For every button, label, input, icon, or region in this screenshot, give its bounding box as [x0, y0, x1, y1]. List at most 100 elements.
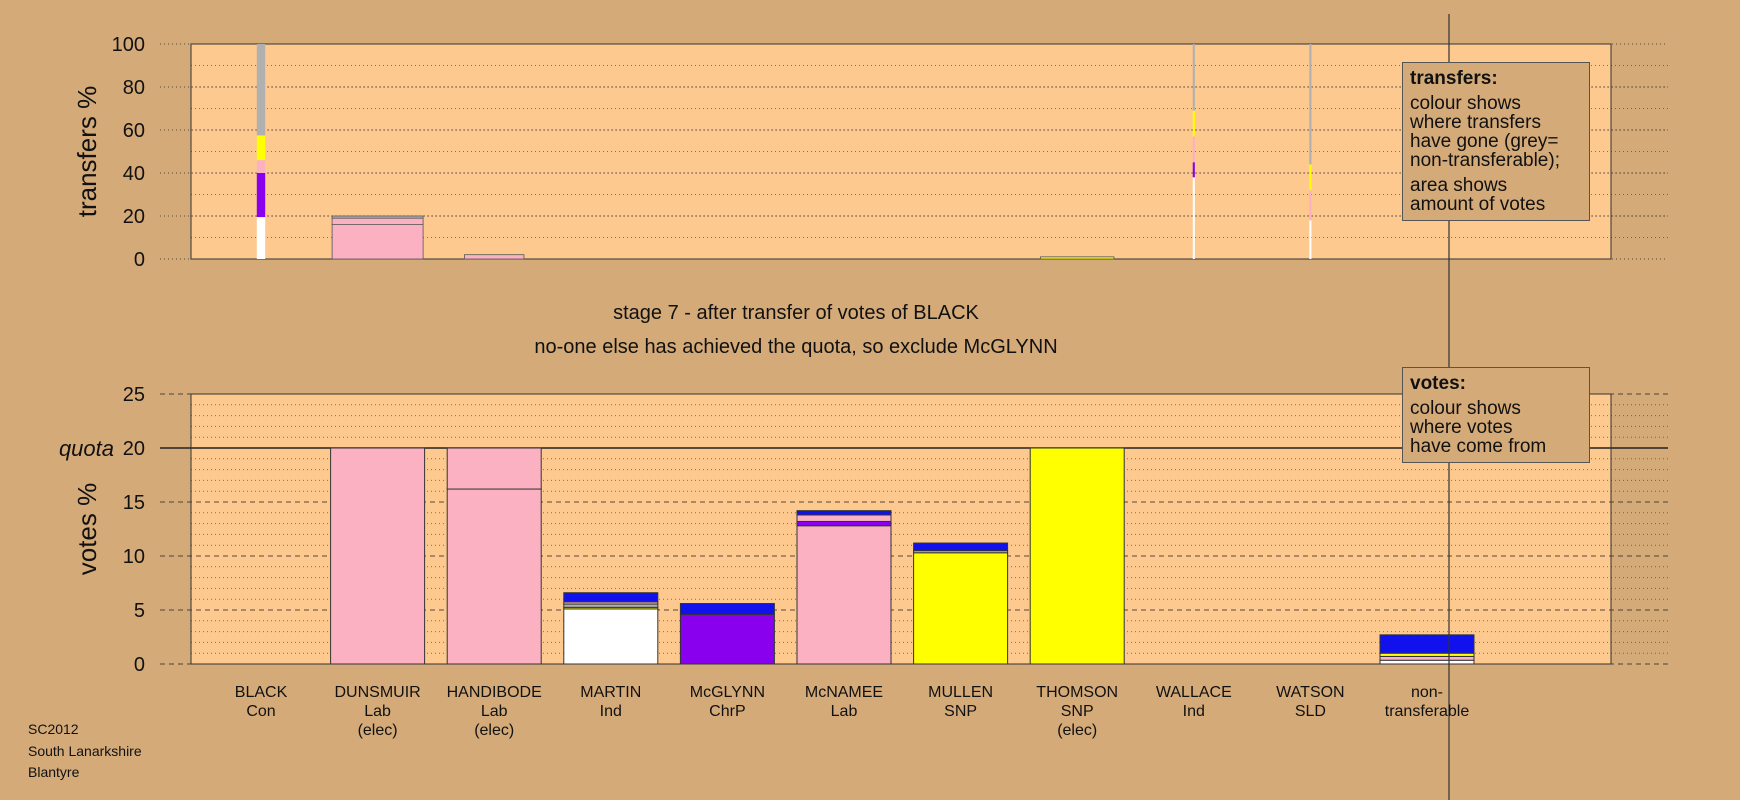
candidate-party-label: SLD: [1295, 703, 1326, 720]
candidate-party-label: ChrP: [709, 703, 745, 720]
stage-title: stage 7 - after transfer of votes of BLA…: [613, 302, 979, 324]
candidate-name-label: DUNSMUIR: [334, 684, 420, 701]
candidate-status-label: (elec): [474, 722, 514, 739]
candidate-status-label: (elec): [358, 722, 398, 739]
candidate-party-label: transferable: [1385, 703, 1470, 720]
vote-segment: [1379, 634, 1475, 654]
legend-line: have come from: [1410, 436, 1547, 457]
transfers-legend-para: area shows amount of votes: [1410, 176, 1582, 214]
vote-segment: [796, 514, 892, 522]
vote-segment: [1379, 655, 1475, 661]
candidate-party-label: Lab: [481, 703, 508, 720]
transfer-segment: [1192, 162, 1195, 178]
transfer-segment: [1192, 44, 1195, 111]
legend-line: colour shows: [1410, 398, 1521, 419]
candidate-party-label: SNP: [1061, 703, 1094, 720]
votes-y-axis-label: votes %: [72, 483, 102, 576]
footer-council: South Lanarkshire: [28, 742, 142, 759]
vote-segment: [563, 608, 659, 665]
transfer-segment: [1192, 110, 1195, 137]
votes-plot-area: [191, 394, 1611, 664]
transfer-segment: [1309, 44, 1312, 165]
candidate-name-label: MARTIN: [580, 684, 641, 701]
candidate-party-label: Ind: [600, 703, 622, 720]
candidate-name-label: WALLACE: [1156, 684, 1232, 701]
transfers-legend-para: colour shows where transfers have gone (…: [1410, 94, 1582, 170]
vote-segment: [796, 525, 892, 665]
transfers-legend-title: transfers:: [1410, 68, 1498, 89]
footer-info: SC2012 South Lanarkshire Blantyre: [28, 719, 142, 784]
legend-line: area shows: [1410, 175, 1508, 196]
votes-tick-label: 15: [123, 492, 145, 514]
vote-segment: [913, 542, 1009, 552]
legend-line: where transfers: [1410, 112, 1541, 133]
transfers-tick-label: 0: [134, 249, 145, 271]
legend-line: have gone (grey=: [1410, 131, 1559, 152]
transfer-segment: [256, 173, 266, 218]
legend-line: colour shows: [1410, 93, 1521, 114]
votes-tick-label: 20: [123, 438, 145, 460]
vote-segment: [330, 447, 426, 665]
candidate-name-label: THOMSON: [1036, 684, 1118, 701]
transfer-segment: [256, 135, 266, 161]
transfer-segment: [1309, 220, 1312, 259]
votes-plot-frame: [190, 393, 1612, 665]
vote-segment: [446, 447, 542, 490]
candidate-status-label: (elec): [1057, 722, 1097, 739]
vote-segment: [796, 520, 892, 527]
vote-segment: [563, 592, 659, 603]
transfers-tick-label: 60: [123, 120, 145, 142]
transfer-segment: [256, 44, 266, 136]
vote-segment: [1379, 659, 1475, 665]
stage-subtitle: no-one else has achieved the quota, so e…: [534, 336, 1057, 358]
transfer-segment: [331, 215, 424, 219]
footer-ward: Blantyre: [28, 764, 80, 780]
candidate-party-label: Con: [246, 703, 275, 720]
candidate-party-label: Ind: [1183, 703, 1205, 720]
transfers-tick-label: 100: [112, 34, 145, 56]
legend-line: where votes: [1410, 417, 1513, 438]
transfers-plot-frame: [190, 43, 1612, 260]
transfers-tick-label: 20: [123, 206, 145, 228]
transfer-segment: [1309, 190, 1312, 221]
candidate-name-label: WATSON: [1276, 684, 1344, 701]
votes-legend-title: votes:: [1410, 373, 1466, 394]
vote-segment: [1029, 447, 1125, 665]
votes-legend: votes: colour shows where votes have com…: [1402, 367, 1590, 463]
votes-tick-label: 0: [134, 654, 145, 676]
transfer-segment: [464, 254, 525, 260]
transfer-segment: [1309, 164, 1312, 191]
quota-label: quota: [59, 436, 114, 461]
candidate-name-label: McGLYNN: [690, 684, 765, 701]
candidate-name-label: McNAMEE: [805, 684, 883, 701]
candidate-name-label: BLACK: [235, 684, 288, 701]
transfer-segment: [331, 217, 424, 225]
vote-segment: [679, 603, 775, 615]
votes-tick-label: 10: [123, 546, 145, 568]
transfer-segment: [1040, 256, 1115, 260]
votes-tick-label: 5: [134, 600, 145, 622]
candidate-name-label: MULLEN: [928, 684, 993, 701]
transfer-segment: [256, 160, 266, 173]
vote-segment: [446, 488, 542, 665]
transfer-segment: [1192, 177, 1195, 259]
legend-line: non-transferable);: [1410, 150, 1560, 171]
candidate-party-label: SNP: [944, 703, 977, 720]
candidate-name-label: non-: [1411, 684, 1443, 701]
candidate-party-label: Lab: [364, 703, 391, 720]
transfers-tick-label: 80: [123, 77, 145, 99]
vote-segment: [679, 613, 775, 665]
transfers-y-axis-label: transfers %: [72, 86, 102, 218]
transfers-tick-label: 40: [123, 163, 145, 185]
candidate-name-label: HANDIBODE: [447, 684, 542, 701]
footer-election: SC2012: [28, 721, 79, 737]
vote-segment: [796, 510, 892, 516]
transfer-segment: [331, 224, 424, 260]
transfers-legend: transfers: colour shows where transfers …: [1402, 62, 1590, 221]
vote-segment: [913, 552, 1009, 665]
legend-line: amount of votes: [1410, 194, 1546, 215]
votes-tick-label: 25: [123, 384, 145, 406]
transfer-segment: [256, 217, 266, 259]
